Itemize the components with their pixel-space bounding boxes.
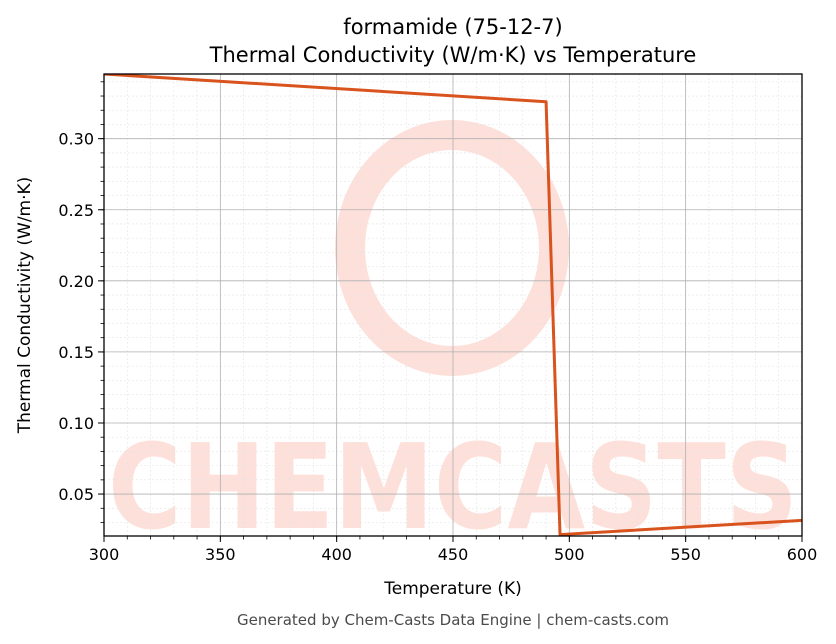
y-tick-label: 0.15 xyxy=(58,343,94,362)
chart-subtitle: Thermal Conductivity (W/m·K) vs Temperat… xyxy=(209,43,697,67)
chart-title: formamide (75-12-7) xyxy=(343,15,562,39)
axis-ticks xyxy=(98,81,803,542)
x-tick-label: 500 xyxy=(554,545,585,564)
x-tick-label: 400 xyxy=(321,545,352,564)
y-tick-label: 0.30 xyxy=(58,130,94,149)
y-tick-label: 0.25 xyxy=(58,201,94,220)
x-tick-label: 300 xyxy=(89,545,120,564)
y-axis-label: Thermal Conductivity (W/m·K) xyxy=(15,177,35,435)
footer-credit: Generated by Chem-Casts Data Engine | ch… xyxy=(237,611,669,629)
series-line xyxy=(104,74,802,536)
y-tick-label: 0.20 xyxy=(58,272,94,291)
y-tick-labels: 0.05 0.10 0.15 0.20 0.25 0.30 xyxy=(58,130,94,504)
x-tick-label: 350 xyxy=(205,545,236,564)
y-tick-label: 0.10 xyxy=(58,414,94,433)
x-axis-label: Temperature (K) xyxy=(383,579,522,599)
x-tick-label: 550 xyxy=(670,545,701,564)
x-tick-label: 600 xyxy=(787,545,818,564)
x-tick-label: 450 xyxy=(438,545,469,564)
series-layer xyxy=(104,74,802,536)
x-tick-labels: 300 350 400 450 500 550 600 xyxy=(89,545,818,564)
y-tick-label: 0.05 xyxy=(58,485,94,504)
